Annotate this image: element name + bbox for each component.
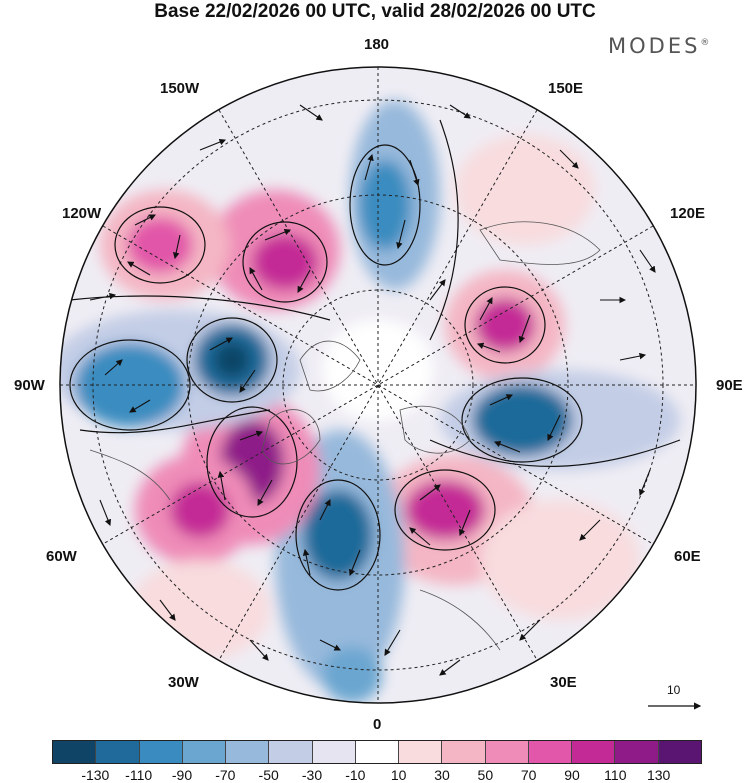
colorbar-tick-label: -30 bbox=[301, 767, 323, 783]
lon-label-90w: 90W bbox=[14, 377, 45, 394]
lon-label-60w: 60W bbox=[46, 548, 77, 565]
colorbar-tick-label: -90 bbox=[171, 767, 193, 783]
positive-anomaly-pacific-150w-core bbox=[252, 234, 318, 290]
colorbar-swatch bbox=[53, 741, 97, 763]
colorbar-swatch bbox=[528, 741, 573, 763]
colorbar-tick-label: -50 bbox=[258, 767, 279, 783]
map-boundary bbox=[59, 66, 697, 704]
colorbar-tick-label: 50 bbox=[477, 767, 494, 783]
negative-anomaly-north-atlantic-core bbox=[303, 490, 373, 580]
colorbar-tick-label: 10 bbox=[390, 767, 407, 783]
colorbar-tick-label: 70 bbox=[520, 767, 537, 783]
brand-trademark: ® bbox=[700, 38, 710, 48]
colorbar-swatch bbox=[442, 741, 486, 763]
pole-neutral bbox=[323, 320, 433, 420]
colorbar-tick-label: -130 bbox=[81, 767, 110, 783]
colorbar-swatch bbox=[615, 741, 659, 763]
positive-anomaly-south-west bbox=[130, 560, 270, 660]
colorbar-swatch bbox=[139, 741, 183, 763]
colorbar-swatch bbox=[226, 741, 270, 763]
colorbar-swatch bbox=[96, 741, 140, 763]
lon-label-60e: 60E bbox=[674, 548, 701, 565]
lon-label-0: 0 bbox=[373, 716, 382, 733]
lon-label-150w: 150W bbox=[160, 80, 200, 97]
lon-label-90e: 90E bbox=[716, 377, 743, 394]
positive-anomaly-europe-core bbox=[405, 480, 485, 540]
coastlines bbox=[89, 221, 601, 651]
lon-label-120e: 120E bbox=[670, 205, 706, 222]
vector-reference-label: 10 bbox=[667, 683, 681, 697]
brand-logo: MODES® bbox=[608, 34, 709, 58]
colorbar-swatch bbox=[355, 741, 400, 763]
lon-label-30w: 30W bbox=[168, 674, 199, 691]
colorbar-swatch bbox=[182, 741, 227, 763]
colorbar-tick-label: 30 bbox=[434, 767, 450, 783]
colorbar-swatch bbox=[312, 741, 356, 763]
colorbar-swatch bbox=[269, 741, 313, 763]
colorbar-tick-label: -70 bbox=[215, 767, 236, 783]
lon-label-180: 180 bbox=[364, 36, 390, 53]
negative-anomaly-atlantic-south bbox=[322, 647, 382, 703]
lon-label-120w: 120W bbox=[62, 205, 102, 222]
colorbar-swatch bbox=[658, 741, 701, 763]
lon-label-150e: 150E bbox=[548, 80, 584, 97]
positive-anomaly-120w-core bbox=[127, 217, 193, 273]
map-title: Base 22/02/2026 00 UTC, valid 28/02/2026… bbox=[154, 1, 596, 22]
negative-anomaly-canada bbox=[75, 343, 185, 427]
colorbar-tick-label: 90 bbox=[564, 767, 580, 783]
colorbar-tick-label: -10 bbox=[345, 767, 366, 783]
positive-anomaly-east-europe bbox=[480, 500, 640, 620]
colorbar-swatch bbox=[485, 741, 529, 763]
colorbar-swatch bbox=[572, 741, 616, 763]
colorbar bbox=[52, 740, 702, 764]
lon-label-30e: 30E bbox=[550, 674, 577, 691]
colorbar-tick-label: 130 bbox=[646, 767, 671, 783]
colorbar-tick-label: 110 bbox=[604, 767, 627, 783]
colorbar-swatch bbox=[399, 741, 443, 763]
positive-anomaly-east-asia bbox=[455, 135, 595, 245]
graticule bbox=[60, 67, 696, 703]
positive-anomaly-atlantic-60w-core bbox=[170, 482, 230, 538]
negative-anomaly-canada-deep bbox=[214, 342, 250, 378]
colorbar-tick-label: -110 bbox=[125, 767, 153, 783]
wind-vectors bbox=[89, 104, 656, 676]
negative-anomaly-north-pacific-core bbox=[359, 160, 411, 250]
brand-name: MODES bbox=[608, 34, 701, 58]
